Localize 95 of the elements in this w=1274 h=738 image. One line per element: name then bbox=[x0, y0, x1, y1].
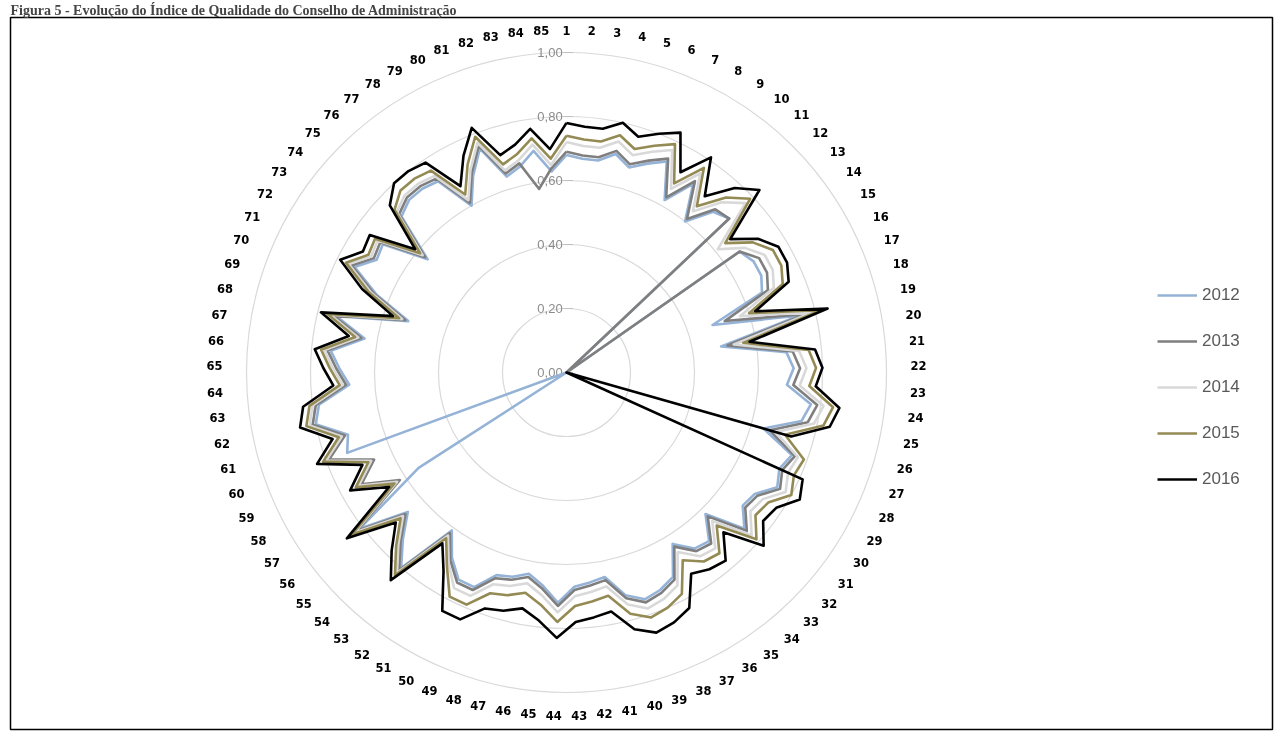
spoke-label: 2 bbox=[587, 23, 596, 38]
spoke-label: 74 bbox=[287, 145, 304, 159]
spoke-label: 61 bbox=[220, 462, 237, 477]
spoke-label: 39 bbox=[671, 692, 688, 707]
spoke-label: 78 bbox=[364, 77, 381, 92]
spoke-label: 15 bbox=[859, 186, 877, 201]
spoke-label: 20 bbox=[905, 307, 922, 322]
spoke-label: 1 bbox=[562, 23, 571, 38]
spoke-label: 40 bbox=[646, 699, 663, 714]
spoke-label: 77 bbox=[343, 91, 360, 106]
spoke-label: 36 bbox=[741, 661, 758, 676]
y-tick-label: 0,40 bbox=[537, 237, 563, 252]
spoke-label: 25 bbox=[903, 437, 920, 452]
spoke-label: 13 bbox=[829, 145, 846, 159]
spoke-label: 66 bbox=[208, 333, 225, 348]
spoke-label: 24 bbox=[907, 411, 924, 426]
spoke-label: 62 bbox=[213, 437, 230, 452]
spoke-label: 19 bbox=[900, 282, 917, 297]
spoke-label: 33 bbox=[803, 615, 820, 630]
y-tick-label: 0,80 bbox=[537, 109, 563, 124]
y-tick-label: 0,20 bbox=[537, 301, 563, 316]
spoke-label: 65 bbox=[206, 359, 223, 374]
spoke-label: 64 bbox=[207, 385, 224, 400]
spoke-label: 54 bbox=[313, 615, 330, 630]
spoke-label: 41 bbox=[621, 704, 638, 719]
spoke-label: 46 bbox=[495, 704, 512, 719]
spoke-label: 45 bbox=[520, 707, 537, 722]
legend-label: 2012 bbox=[1202, 285, 1240, 305]
spoke-label: 29 bbox=[866, 533, 883, 548]
spoke-label: 31 bbox=[837, 576, 854, 591]
spoke-label: 53 bbox=[333, 632, 350, 647]
spoke-label: 4 bbox=[638, 29, 647, 44]
spoke-label: 51 bbox=[375, 661, 392, 676]
spoke-label: 49 bbox=[421, 683, 438, 698]
spoke-label: 8 bbox=[734, 64, 743, 79]
spoke-label: 70 bbox=[233, 233, 250, 248]
spoke-label: 81 bbox=[433, 43, 450, 58]
spoke-label: 9 bbox=[756, 77, 765, 92]
spoke-label: 82 bbox=[457, 35, 474, 50]
spoke-label: 84 bbox=[507, 25, 524, 40]
spoke-label: 58 bbox=[250, 533, 267, 548]
spoke-label: 56 bbox=[279, 576, 296, 591]
spoke-label: 10 bbox=[773, 91, 790, 106]
spoke-label: 80 bbox=[409, 53, 426, 68]
spoke-label: 27 bbox=[888, 486, 905, 501]
spoke-label: 68 bbox=[216, 282, 233, 297]
spoke-label: 83 bbox=[482, 29, 499, 44]
spoke-label: 7 bbox=[711, 53, 720, 68]
spoke-label: 21 bbox=[908, 333, 925, 348]
spoke-label: 55 bbox=[295, 596, 312, 611]
legend-label: 2016 bbox=[1202, 469, 1240, 489]
spoke-label: 59 bbox=[238, 510, 255, 525]
spoke-label: 57 bbox=[263, 555, 280, 570]
spoke-label: 60 bbox=[228, 486, 245, 501]
spoke-label: 73 bbox=[271, 165, 288, 180]
spoke-label: 16 bbox=[872, 209, 889, 224]
spoke-label: 75 bbox=[304, 125, 321, 140]
spoke-label: 85 bbox=[533, 23, 550, 38]
legend-label: 2013 bbox=[1202, 331, 1240, 351]
spoke-label: 63 bbox=[209, 411, 226, 426]
spoke-label: 23 bbox=[909, 385, 926, 400]
spoke-label: 76 bbox=[323, 108, 340, 123]
spoke-label: 35 bbox=[763, 647, 780, 662]
spoke-label: 22 bbox=[910, 359, 927, 374]
spoke-label: 37 bbox=[718, 673, 735, 688]
spoke-label: 28 bbox=[878, 510, 895, 525]
spoke-label: 3 bbox=[613, 25, 622, 40]
y-tick-label: 1,00 bbox=[537, 45, 563, 60]
spoke-label: 12 bbox=[812, 125, 829, 140]
spoke-label: 52 bbox=[353, 647, 370, 662]
spoke-label: 32 bbox=[821, 596, 838, 611]
legend-label: 2014 bbox=[1202, 377, 1240, 397]
spoke-label: 30 bbox=[853, 555, 870, 570]
spoke-label: 42 bbox=[596, 707, 613, 722]
spoke-label: 11 bbox=[793, 108, 810, 123]
chart-title: Figura 5 - Evolução do Índice de Qualidade do Conselho de Administração bbox=[10, 1, 457, 18]
spoke-label: 18 bbox=[892, 257, 909, 272]
spoke-label: 48 bbox=[445, 692, 462, 707]
spoke-label: 47 bbox=[470, 699, 487, 714]
spoke-label: 34 bbox=[783, 632, 800, 647]
spoke-label: 71 bbox=[244, 209, 261, 224]
spoke-label: 44 bbox=[545, 708, 562, 723]
spoke-label: 67 bbox=[211, 307, 228, 322]
spoke-label: 6 bbox=[687, 43, 696, 58]
spoke-label: 79 bbox=[386, 64, 403, 79]
legend-label: 2015 bbox=[1202, 423, 1240, 443]
spoke-label: 50 bbox=[398, 673, 415, 688]
spoke-label: 69 bbox=[224, 257, 241, 272]
spoke-label: 17 bbox=[883, 233, 900, 248]
spoke-label: 26 bbox=[896, 462, 913, 477]
spoke-label: 5 bbox=[663, 35, 672, 50]
spoke-label: 38 bbox=[695, 683, 712, 698]
spoke-label: 43 bbox=[571, 708, 588, 723]
spoke-label: 14 bbox=[845, 165, 862, 180]
spoke-label: 72 bbox=[257, 186, 274, 201]
